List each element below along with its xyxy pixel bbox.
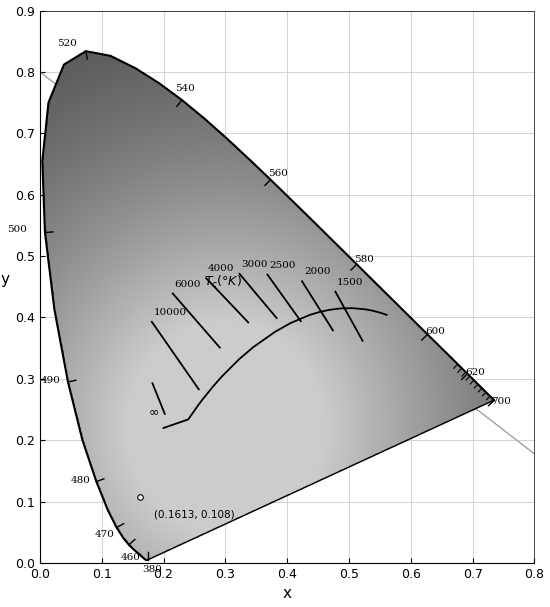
Text: 540: 540 xyxy=(175,84,195,93)
Text: 520: 520 xyxy=(57,39,77,49)
Text: 4000: 4000 xyxy=(208,264,234,273)
Text: 2500: 2500 xyxy=(270,260,296,270)
X-axis label: x: x xyxy=(283,586,292,602)
Text: 380: 380 xyxy=(142,565,162,574)
Text: 10000: 10000 xyxy=(153,308,187,317)
Text: 560: 560 xyxy=(268,169,288,178)
Text: 700: 700 xyxy=(492,397,512,406)
Text: 2000: 2000 xyxy=(304,267,331,276)
Text: $T_c(°K)$: $T_c(°K)$ xyxy=(204,274,241,290)
Text: 3000: 3000 xyxy=(241,260,268,269)
Text: 6000: 6000 xyxy=(175,280,201,289)
Text: 600: 600 xyxy=(426,327,446,336)
Text: ∞: ∞ xyxy=(148,405,159,418)
Text: (0.1613, 0.108): (0.1613, 0.108) xyxy=(154,509,235,519)
Text: 1500: 1500 xyxy=(337,278,364,287)
Y-axis label: y: y xyxy=(1,272,10,287)
Text: 500: 500 xyxy=(7,225,27,234)
Text: 490: 490 xyxy=(41,376,60,385)
Text: 480: 480 xyxy=(71,476,91,485)
Text: 620: 620 xyxy=(465,368,485,377)
Text: 460: 460 xyxy=(120,552,140,561)
Text: 470: 470 xyxy=(94,531,114,540)
Text: 580: 580 xyxy=(354,255,374,264)
Polygon shape xyxy=(42,51,494,560)
